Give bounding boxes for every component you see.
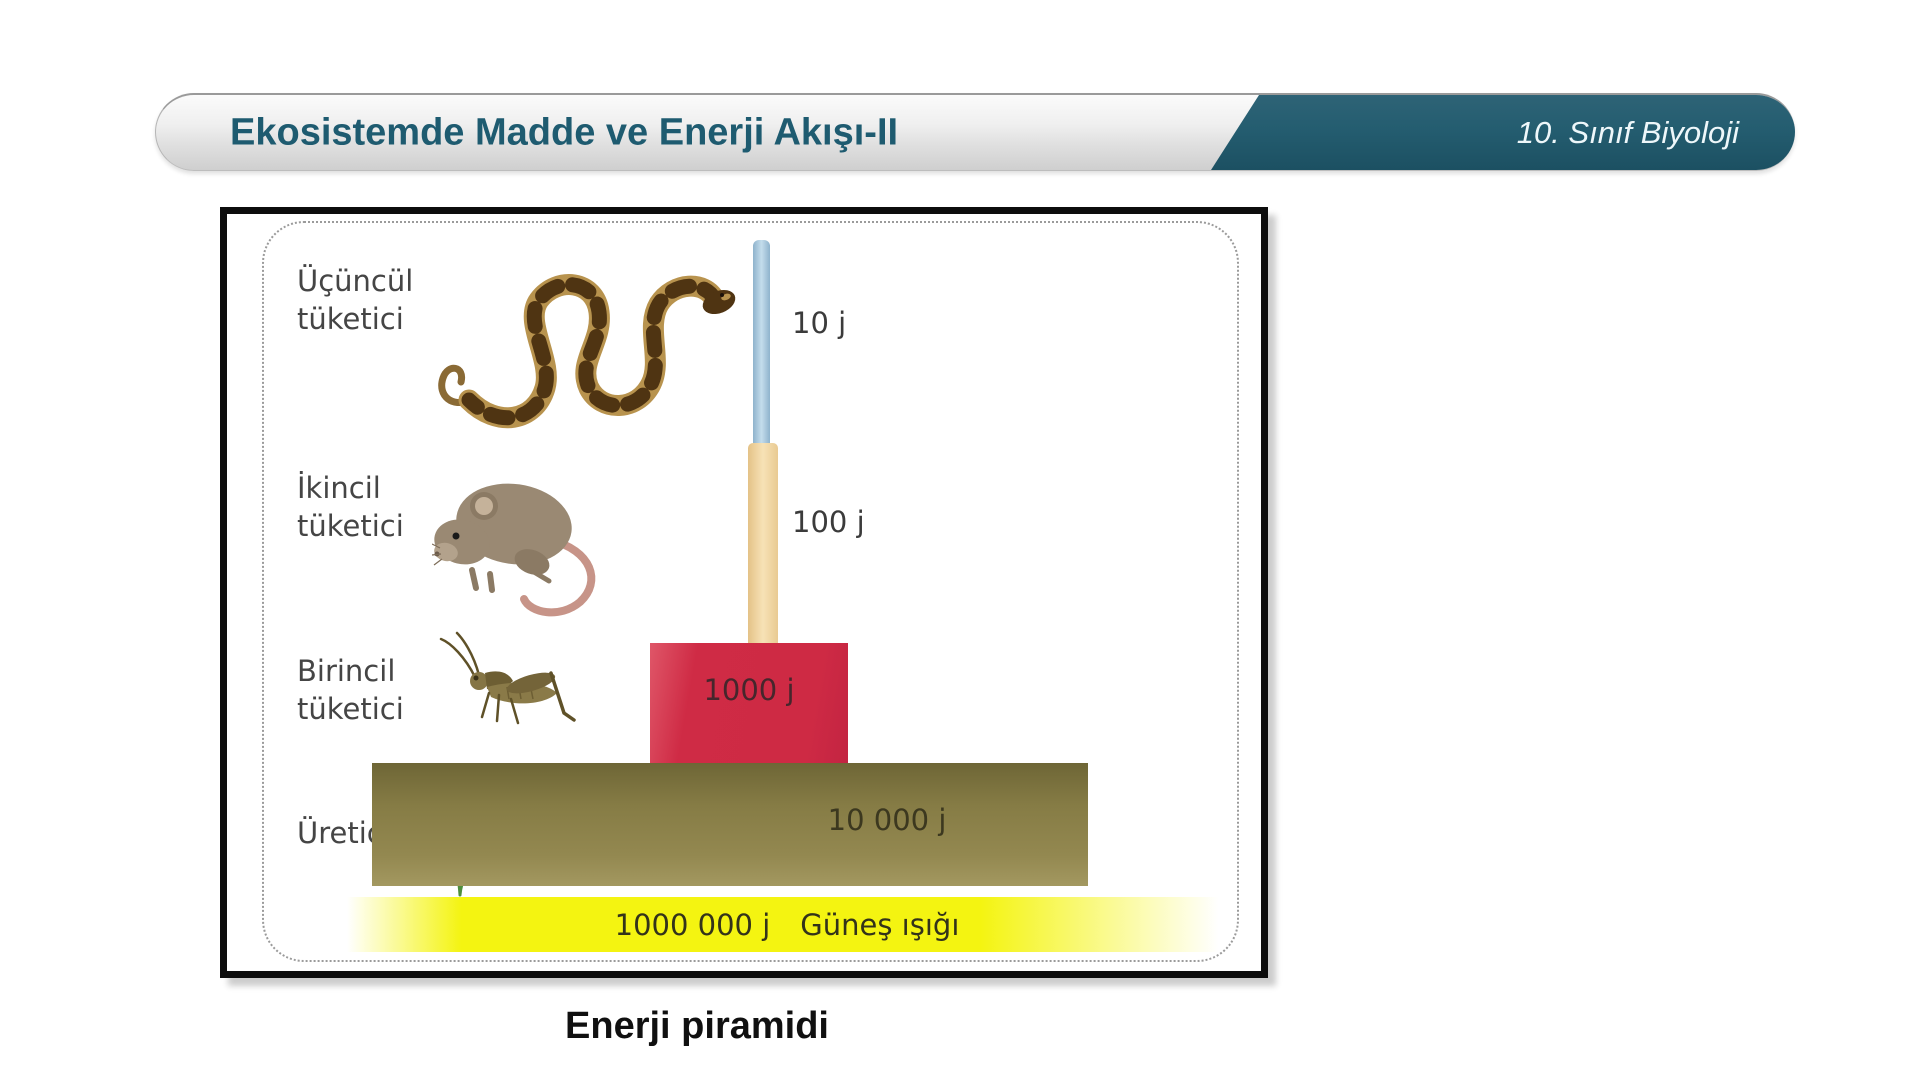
level-label-primary: Birincil tüketici <box>297 652 404 728</box>
mouse-image <box>432 483 596 617</box>
snake-image <box>438 274 736 429</box>
level-label-secondary: İkincil tüketici <box>297 469 404 545</box>
page-title: Ekosistemde Madde ve Enerji Akışı-II <box>230 111 899 153</box>
energy-label-secondary: 100 j <box>792 505 865 539</box>
energy-bar-primary <box>650 643 848 763</box>
energy-label-tertiary: 10 j <box>792 306 847 340</box>
level-label-line: Üçüncül <box>297 264 414 298</box>
energy-bar-secondary <box>748 443 778 643</box>
level-label-tertiary: Üçüncül tüketici <box>297 262 413 338</box>
sunlight-energy-label: 1000 000 j <box>614 907 771 942</box>
level-label-line: tüketici <box>297 692 404 726</box>
energy-bar-producer <box>372 763 1088 886</box>
header-bar: Ekosistemde Madde ve Enerji Akışı-II 10.… <box>155 93 1795 171</box>
sunlight-bar: 1000 000 j Güneş ışığı <box>347 897 1227 952</box>
level-label-line: tüketici <box>297 509 404 543</box>
sunlight-source-label: Güneş ışığı <box>800 907 960 942</box>
energy-label-primary: 1000 j <box>703 673 795 707</box>
level-label-line: Birincil <box>297 654 396 688</box>
dotted-inner-border <box>262 221 1239 962</box>
energy-bar-tertiary <box>753 240 770 443</box>
level-label-line: tüketici <box>297 302 404 336</box>
energy-label-producer: 10 000 j <box>827 803 947 837</box>
course-label: 10. Sınıf Biyoloji <box>1516 114 1739 150</box>
figure-frame: Üçüncül tüketici İkincil tüketici Birinc… <box>220 207 1268 978</box>
figure-caption: Enerji piramidi <box>565 1005 829 1047</box>
grasshopper-image <box>439 631 576 725</box>
level-label-line: İkincil <box>297 471 381 505</box>
header-teal-band <box>1211 95 1795 170</box>
